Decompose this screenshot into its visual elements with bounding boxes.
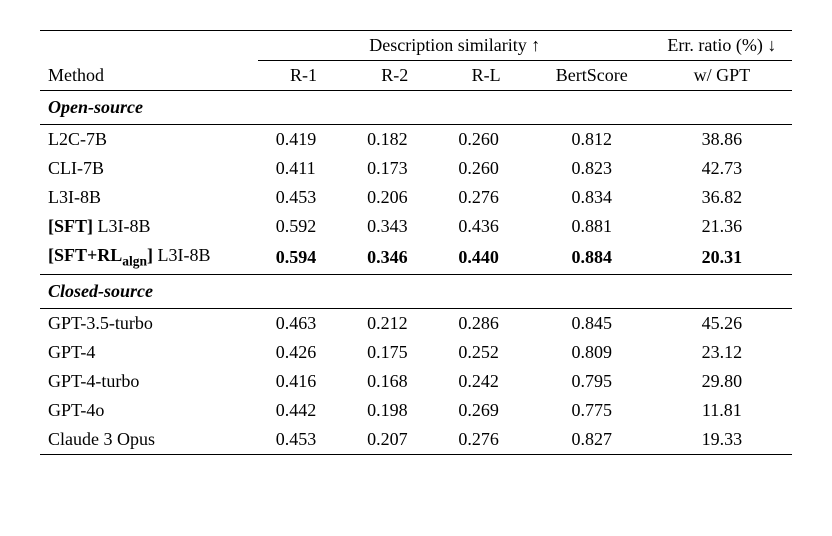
- cell-method: [SFT+RLalgn] L3I-8B: [40, 241, 258, 274]
- cell-method: GPT-3.5-turbo: [40, 308, 258, 338]
- cell-r1: 0.419: [258, 125, 349, 155]
- cell-r2: 0.175: [349, 338, 440, 367]
- table-row: GPT-3.5-turbo0.4630.2120.2860.84545.26: [40, 308, 792, 338]
- table-row: GPT-40.4260.1750.2520.80923.12: [40, 338, 792, 367]
- cell-method: [SFT] L3I-8B: [40, 212, 258, 241]
- cell-rl: 0.286: [440, 308, 531, 338]
- cell-method: L2C-7B: [40, 125, 258, 155]
- cell-bert: 0.834: [532, 183, 652, 212]
- cell-bert: 0.823: [532, 154, 652, 183]
- table-row: Claude 3 Opus0.4530.2070.2760.82719.33: [40, 425, 792, 454]
- cell-bert: 0.845: [532, 308, 652, 338]
- col-r2: R-2: [349, 61, 440, 91]
- cell-r2: 0.173: [349, 154, 440, 183]
- table-row: L2C-7B0.4190.1820.2600.81238.86: [40, 125, 792, 155]
- table-row: [SFT] L3I-8B0.5920.3430.4360.88121.36: [40, 212, 792, 241]
- cell-r2: 0.198: [349, 396, 440, 425]
- cell-method: GPT-4: [40, 338, 258, 367]
- cell-r2: 0.182: [349, 125, 440, 155]
- cell-method: Claude 3 Opus: [40, 425, 258, 454]
- table-row: GPT-4-turbo0.4160.1680.2420.79529.80: [40, 367, 792, 396]
- col-method: Method: [40, 61, 258, 91]
- cell-rl: 0.252: [440, 338, 531, 367]
- cell-r1: 0.453: [258, 425, 349, 454]
- section-label: Closed-source: [40, 274, 792, 308]
- cell-rl: 0.276: [440, 183, 531, 212]
- cell-rl: 0.260: [440, 125, 531, 155]
- col-r1: R-1: [258, 61, 349, 91]
- col-rl: R-L: [440, 61, 531, 91]
- header-group-row: Description similarity ↑ Err. ratio (%) …: [40, 31, 792, 61]
- table-row: CLI-7B0.4110.1730.2600.82342.73: [40, 154, 792, 183]
- cell-r1: 0.411: [258, 154, 349, 183]
- cell-method: CLI-7B: [40, 154, 258, 183]
- cell-r2: 0.346: [349, 241, 440, 274]
- cell-bert: 0.827: [532, 425, 652, 454]
- cell-r1: 0.592: [258, 212, 349, 241]
- section-closed-source: Closed-source: [40, 274, 792, 308]
- cell-err: 29.80: [652, 367, 792, 396]
- results-table: Description similarity ↑ Err. ratio (%) …: [40, 30, 792, 455]
- col-bertscore: BertScore: [532, 61, 652, 91]
- cell-bert: 0.809: [532, 338, 652, 367]
- cell-err: 21.36: [652, 212, 792, 241]
- cell-rl: 0.276: [440, 425, 531, 454]
- cell-method: GPT-4o: [40, 396, 258, 425]
- cell-r2: 0.343: [349, 212, 440, 241]
- cell-rl: 0.440: [440, 241, 531, 274]
- cell-rl: 0.269: [440, 396, 531, 425]
- cell-r1: 0.453: [258, 183, 349, 212]
- cell-r1: 0.426: [258, 338, 349, 367]
- cell-bert: 0.884: [532, 241, 652, 274]
- cell-err: 42.73: [652, 154, 792, 183]
- cell-bert: 0.795: [532, 367, 652, 396]
- cell-rl: 0.436: [440, 212, 531, 241]
- cell-r1: 0.442: [258, 396, 349, 425]
- cell-err: 23.12: [652, 338, 792, 367]
- cell-bert: 0.775: [532, 396, 652, 425]
- cell-method: L3I-8B: [40, 183, 258, 212]
- cell-err: 11.81: [652, 396, 792, 425]
- col-group-similarity: Description similarity ↑: [258, 31, 652, 61]
- table-row: L3I-8B0.4530.2060.2760.83436.82: [40, 183, 792, 212]
- cell-method: GPT-4-turbo: [40, 367, 258, 396]
- cell-r2: 0.207: [349, 425, 440, 454]
- cell-err: 45.26: [652, 308, 792, 338]
- cell-r2: 0.206: [349, 183, 440, 212]
- cell-bert: 0.881: [532, 212, 652, 241]
- cell-err: 19.33: [652, 425, 792, 454]
- table-row: GPT-4o0.4420.1980.2690.77511.81: [40, 396, 792, 425]
- col-group-err: Err. ratio (%) ↓: [652, 31, 792, 61]
- cell-r1: 0.594: [258, 241, 349, 274]
- section-open-source: Open-source: [40, 91, 792, 125]
- table-row: [SFT+RLalgn] L3I-8B0.5940.3460.4400.8842…: [40, 241, 792, 274]
- cell-rl: 0.260: [440, 154, 531, 183]
- cell-err: 36.82: [652, 183, 792, 212]
- cell-r2: 0.212: [349, 308, 440, 338]
- col-err-gpt: w/ GPT: [652, 61, 792, 91]
- cell-r2: 0.168: [349, 367, 440, 396]
- cell-err: 38.86: [652, 125, 792, 155]
- section-label: Open-source: [40, 91, 792, 125]
- cell-bert: 0.812: [532, 125, 652, 155]
- cell-r1: 0.463: [258, 308, 349, 338]
- cell-rl: 0.242: [440, 367, 531, 396]
- cell-err: 20.31: [652, 241, 792, 274]
- header-sub-row: Method R-1 R-2 R-L BertScore w/ GPT: [40, 61, 792, 91]
- cell-r1: 0.416: [258, 367, 349, 396]
